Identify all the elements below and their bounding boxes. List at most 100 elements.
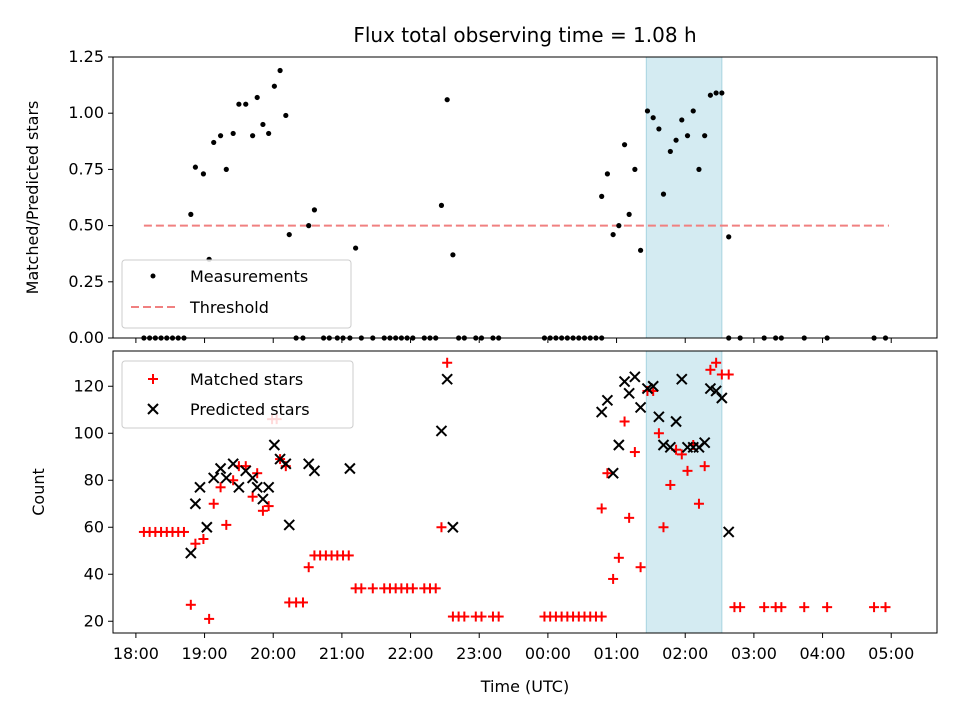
matched-star-point <box>665 479 676 490</box>
cross-stroke-b <box>657 439 670 451</box>
predicted-star-point <box>676 373 688 385</box>
cross-stroke-b <box>613 439 625 451</box>
top-axes-frame <box>112 56 938 339</box>
predicted-star-point <box>246 472 259 484</box>
cross-stroke-b <box>262 481 275 494</box>
cross-stroke-b <box>647 380 659 392</box>
predicted-star-point <box>344 462 356 475</box>
predicted-star-point <box>595 406 608 418</box>
cross-stroke-b <box>233 481 245 494</box>
matched-star-point <box>624 512 635 523</box>
x-tick-label: 18:00 <box>113 644 159 663</box>
matched-star-point <box>356 583 367 594</box>
top-panel: 0.00 0.25 0.50 0.75 1.00 1.25 Matched/Predict… <box>23 47 938 347</box>
measurement-point <box>656 126 662 132</box>
predicted-star-point <box>618 375 631 388</box>
matched-star-point <box>247 491 258 502</box>
cross-stroke-b <box>308 465 321 477</box>
cross-stroke-b <box>698 436 711 449</box>
measurement-point <box>707 92 714 98</box>
matched-star-point <box>619 416 630 427</box>
matched-star-point <box>343 550 354 561</box>
cross-stroke-b <box>723 526 735 538</box>
x-tick-label: 23:00 <box>456 644 502 663</box>
measurement-point <box>260 121 266 128</box>
predicted-star-point <box>623 387 635 400</box>
predicted-star-point <box>233 481 245 494</box>
y-tick-label: 0.25 <box>68 272 104 291</box>
matched-star-point <box>263 501 274 512</box>
cross-stroke-b <box>194 481 206 494</box>
cross-stroke-b <box>623 387 635 400</box>
matched-star-point <box>442 357 453 368</box>
cross-stroke-b <box>246 472 259 484</box>
cross-stroke-b <box>716 392 728 404</box>
cross-stroke-b <box>595 406 608 418</box>
bottom-x-ticks: 18:00 19:00 20:00 21:00 22:00 23:00 00:00 01:00… <box>113 633 914 663</box>
predicted-star-point <box>698 436 711 449</box>
cross-stroke-b <box>664 441 677 454</box>
measurement-point <box>311 207 318 213</box>
measurement-point <box>286 231 292 238</box>
measurement-point <box>679 117 685 123</box>
predicted-star-point <box>283 519 295 531</box>
legend-marker-matched-stars <box>148 374 158 384</box>
matched-star-point <box>629 447 640 458</box>
measurement-point <box>702 133 708 139</box>
measurement-point <box>250 133 256 139</box>
measurement-point <box>644 108 651 114</box>
cross-stroke-b <box>280 458 292 470</box>
measurement-point <box>667 148 673 155</box>
matched-star-point <box>198 534 209 544</box>
predicted-star-point <box>201 521 213 533</box>
measurement-point <box>217 133 224 139</box>
predicted-star-point <box>634 401 647 414</box>
y-tick-label: 100 <box>73 423 104 442</box>
measurements-series <box>141 67 889 341</box>
legend-marker-predicted-stars <box>147 403 159 415</box>
matched-star-point <box>208 498 219 509</box>
predicted-stars-series <box>185 371 735 559</box>
x-tick-label: 00:00 <box>525 644 571 663</box>
matched-star-point <box>759 602 770 613</box>
measurement-point <box>660 191 667 197</box>
cross-stroke-b <box>704 382 717 395</box>
measurement-point <box>684 133 691 139</box>
measurement-point <box>604 171 611 177</box>
measurement-point <box>719 90 725 96</box>
predicted-star-point <box>268 439 281 451</box>
matched-star-point <box>221 519 232 530</box>
matched-star-point <box>608 573 619 584</box>
matched-star-point <box>653 428 664 439</box>
measurement-point <box>254 94 260 101</box>
measurement-point <box>632 166 638 172</box>
cross-stroke-b <box>189 498 202 510</box>
matched-star-point <box>407 583 418 594</box>
matched-star-point <box>190 538 201 549</box>
matched-star-point <box>215 482 226 493</box>
matched-star-point <box>776 602 787 613</box>
predicted-star-point <box>447 521 459 533</box>
measurement-point <box>192 164 198 170</box>
matched-stars-series <box>138 357 891 624</box>
y-tick-label: 0.75 <box>68 159 104 178</box>
measurement-point <box>353 245 359 251</box>
cross-stroke-b <box>441 373 453 385</box>
matched-star-point <box>658 522 669 533</box>
cross-stroke-b <box>257 493 269 505</box>
predicted-star-point <box>723 526 735 538</box>
y-tick-label: 60 <box>84 517 104 536</box>
x-tick-label: 02:00 <box>662 644 708 663</box>
predicted-star-point <box>629 371 641 383</box>
predicted-star-point <box>208 472 220 484</box>
matched-star-point <box>596 503 607 514</box>
measurement-point <box>277 67 283 74</box>
y-tick-label: 80 <box>84 470 104 489</box>
cross-stroke-b <box>147 403 159 415</box>
matched-star-point <box>596 611 607 622</box>
cross-stroke-b <box>344 462 356 475</box>
cross-stroke-b <box>251 481 263 494</box>
y-tick-label: 0.50 <box>68 216 104 235</box>
legend-label-predicted-stars: Predicted stars <box>190 400 310 419</box>
